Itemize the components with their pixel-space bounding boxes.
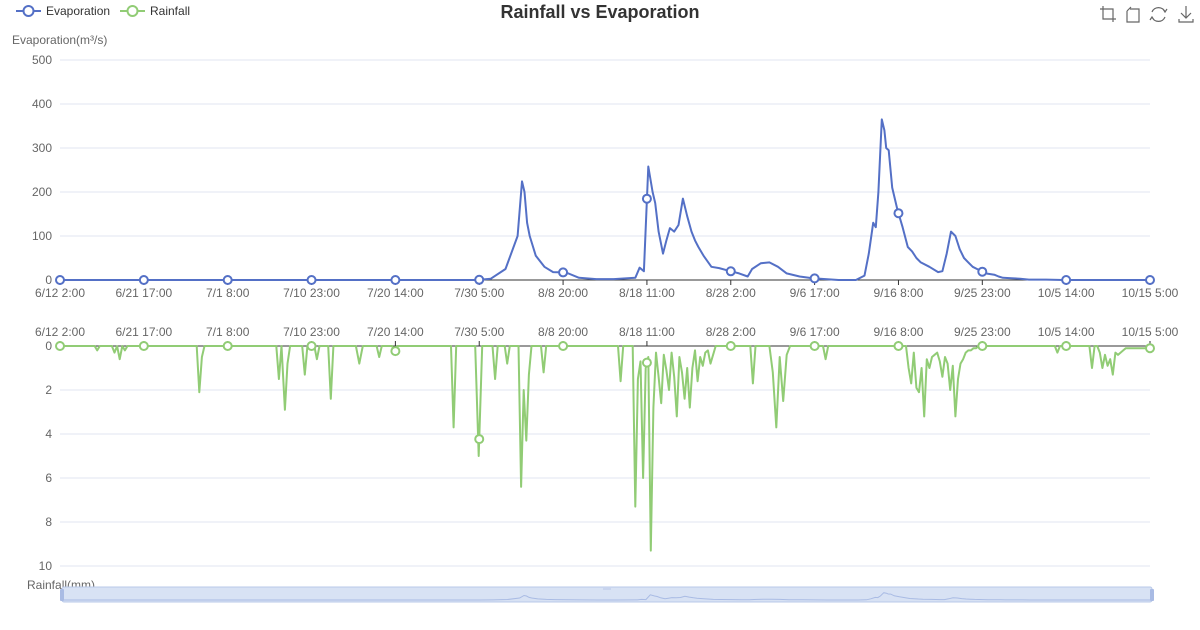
zoom-icon[interactable] [1098,4,1118,24]
evaporation-point[interactable] [1145,275,1155,285]
top-y-tick-label: 100 [32,229,52,243]
top-y-axis-label: Evaporation(m³/s) [12,33,107,47]
bottom-x-tick-label: 6/12 2:00 [35,325,85,339]
legend-rainfall-marker [126,5,139,17]
top-x-tick-label: 9/25 23:00 [954,286,1011,300]
top-x-tick-label: 9/6 17:00 [790,286,840,300]
top-y-tick-label: 300 [32,141,52,155]
bottom-x-tick-label: 7/1 8:00 [206,325,250,339]
evaporation-point[interactable] [55,275,65,285]
bottom-x-tick-label: 9/16 8:00 [873,325,923,339]
rainfall-line [60,345,1150,552]
top-x-tick-label: 7/10 23:00 [283,286,340,300]
evaporation-point[interactable] [725,266,736,277]
bottom-y-tick-label: 2 [45,383,52,397]
bottom-y-tick-label: 6 [45,471,52,485]
bottom-y-tick-label: 0 [45,339,52,353]
rainfall-point[interactable] [222,341,233,351]
toolbox [1098,4,1196,24]
bottom-x-tick-label: 8/18 11:00 [619,325,675,339]
evaporation-series [55,118,1155,285]
evaporation-point[interactable] [893,208,904,219]
top-x-tick-label: 10/15 5:00 [1122,286,1179,300]
legend-evaporation-marker [22,5,35,17]
evaporation-point[interactable] [474,274,485,285]
rainfall-point[interactable] [306,341,317,351]
data-zoom-handle-right[interactable] [1150,589,1154,601]
evaporation-point[interactable] [977,266,988,277]
rainfall-point[interactable] [893,341,904,351]
top-grid [60,59,1150,237]
bottom-x-tick-label: 8/8 20:00 [538,325,588,339]
top-x-tick-label: 10/5 14:00 [1038,286,1095,300]
rainfall-point[interactable] [725,341,736,351]
top-x-tick-label: 8/8 20:00 [538,286,588,300]
rainfall-point[interactable] [977,341,988,351]
top-x-tick-label: 8/28 2:00 [706,286,756,300]
evaporation-point[interactable] [1061,275,1072,285]
rainfall-point[interactable] [1061,341,1072,351]
rainfall-point[interactable] [641,357,652,368]
rainfall-point[interactable] [474,434,485,445]
legend-evaporation-label: Evaporation [46,4,110,18]
top-y-axis: 0 100 200 300 400 500 [32,53,52,287]
legend-item-evaporation[interactable]: Evaporation [16,4,110,18]
data-zoom-move-handle[interactable] [603,587,611,590]
evaporation-point[interactable] [222,275,233,285]
top-y-tick-label: 200 [32,185,52,199]
evaporation-point[interactable] [641,193,652,204]
rainfall-series [55,341,1155,552]
top-x-tick-label: 6/21 17:00 [115,286,172,300]
bottom-x-axis: 6/12 2:00 6/21 17:00 7/1 8:00 7/10 23:00 7/2… [35,325,1179,347]
rainfall-point[interactable] [1145,343,1155,354]
data-zoom-handle-left[interactable] [60,589,64,601]
top-x-tick-label: 7/1 8:00 [206,286,250,300]
bottom-y-tick-label: 10 [39,559,53,573]
bottom-x-tick-label: 10/15 5:00 [1122,325,1179,339]
evaporation-line [60,118,1150,281]
bottom-x-tick-label: 10/5 14:00 [1038,325,1095,339]
top-x-tick-label: 6/12 2:00 [35,286,85,300]
zoom-reset-icon[interactable] [1124,4,1144,24]
legend: Evaporation Rainfall [16,4,190,18]
save-image-icon[interactable] [1176,4,1196,24]
rainfall-point[interactable] [390,346,401,357]
top-x-tick-label: 7/30 5:00 [454,286,504,300]
top-y-tick-label: 500 [32,53,52,67]
bottom-grid [60,389,1150,567]
evaporation-point[interactable] [390,275,401,285]
bottom-y-axis: 0 2 4 6 8 10 [39,339,53,573]
rainfall-point[interactable] [55,341,65,351]
bottom-x-tick-label: 8/28 2:00 [706,325,756,339]
bottom-x-tick-label: 7/30 5:00 [454,325,504,339]
top-x-tick-label: 7/20 14:00 [367,286,424,300]
rainfall-point[interactable] [138,341,149,351]
rainfall-point[interactable] [558,341,569,351]
evaporation-point[interactable] [306,275,317,285]
bottom-x-tick-label: 9/6 17:00 [790,325,840,339]
top-x-tick-label: 8/18 11:00 [619,286,675,300]
rainfall-point[interactable] [809,341,820,351]
bottom-x-tick-label: 6/21 17:00 [115,325,172,339]
bottom-x-tick-label: 9/25 23:00 [954,325,1011,339]
data-zoom-slider[interactable] [60,586,1154,603]
top-x-axis: 6/12 2:00 6/21 17:00 7/1 8:00 7/10 23:00 7/2… [35,279,1179,300]
bottom-y-tick-label: 8 [45,515,52,529]
evaporation-point[interactable] [138,275,149,285]
bottom-y-tick-label: 4 [45,427,52,441]
evaporation-point[interactable] [809,273,820,284]
top-y-tick-label: 400 [32,97,52,111]
data-zoom-preview [62,592,1152,601]
top-x-tick-label: 9/16 8:00 [873,286,923,300]
top-y-tick-label: 0 [45,273,52,287]
bottom-x-tick-label: 7/20 14:00 [367,325,424,339]
legend-rainfall-label: Rainfall [150,4,190,18]
bottom-x-tick-label: 7/10 23:00 [283,325,340,339]
restore-icon[interactable] [1149,4,1169,24]
legend-item-rainfall[interactable]: Rainfall [120,4,190,18]
evaporation-point[interactable] [558,267,569,278]
chart-title: Rainfall vs Evaporation [500,2,699,22]
